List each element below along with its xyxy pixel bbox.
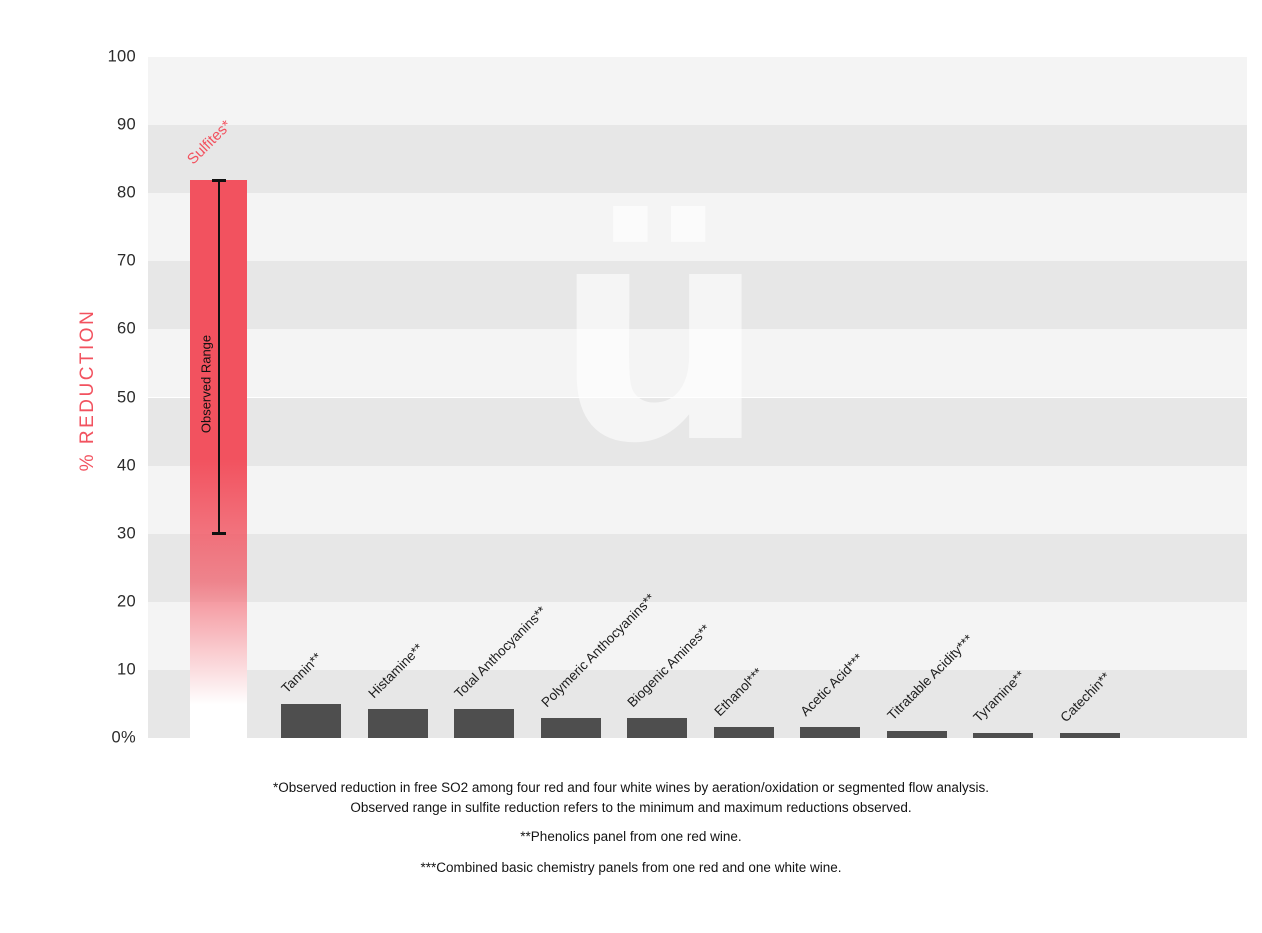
- background-band: [148, 125, 1247, 194]
- y-tick-label: 30: [117, 524, 136, 543]
- plot-area: ü Sulfites* Observed Range Tannin** Histami…: [148, 57, 1247, 738]
- y-axis-ticks: 100 90 80 70 60 50 40 30 20 10 0%: [0, 48, 136, 747]
- y-tick-label: 70: [117, 251, 136, 270]
- footnote-sulfites-line2: Observed range in sulfite reduction refe…: [350, 800, 912, 816]
- background-band: [148, 397, 1247, 466]
- background-band: [148, 533, 1247, 602]
- y-tick-label: 80: [117, 183, 136, 202]
- chart-bar: [713, 727, 774, 738]
- background-band: [148, 57, 1247, 126]
- y-tick-label: 0%: [111, 728, 136, 747]
- y-tick-label: 60: [117, 319, 136, 338]
- background-band: [148, 193, 1247, 262]
- chart-bar: [540, 718, 601, 738]
- footnote-phenolics: **Phenolics panel from one red wine.: [520, 828, 742, 844]
- y-tick-label: 50: [117, 388, 136, 406]
- y-tick-label: 40: [117, 456, 136, 475]
- observed-range-cap-top: [211, 179, 226, 182]
- background-band: [148, 465, 1247, 534]
- observed-range-cap-bottom: [211, 532, 226, 535]
- chart-bar: [454, 708, 514, 738]
- chart-bar: [1059, 733, 1120, 738]
- chart-bar: [800, 727, 860, 738]
- y-tick-label: 20: [117, 592, 136, 611]
- chart-bar: [367, 708, 428, 738]
- y-tick-label: 10: [117, 660, 136, 679]
- chart-bar: [886, 731, 947, 738]
- footnotes: *Observed reduction in free SO2 among fo…: [0, 778, 1262, 878]
- y-tick-label: 100: [107, 47, 136, 66]
- footnote-chemistry: ***Combined basic chemistry panels from …: [420, 859, 842, 875]
- footnote-sulfites-line1: *Observed reduction in free SO2 among fo…: [273, 780, 989, 795]
- chart-bar: [627, 718, 687, 738]
- background-band: [148, 601, 1247, 670]
- background-band: [148, 329, 1247, 398]
- y-tick-label: 90: [117, 115, 136, 134]
- observed-range-label: Observed Range: [198, 334, 214, 434]
- chart-bar: [973, 732, 1033, 738]
- background-band: [148, 261, 1247, 330]
- chart-bar: [281, 703, 341, 738]
- observed-range-line: [217, 179, 220, 534]
